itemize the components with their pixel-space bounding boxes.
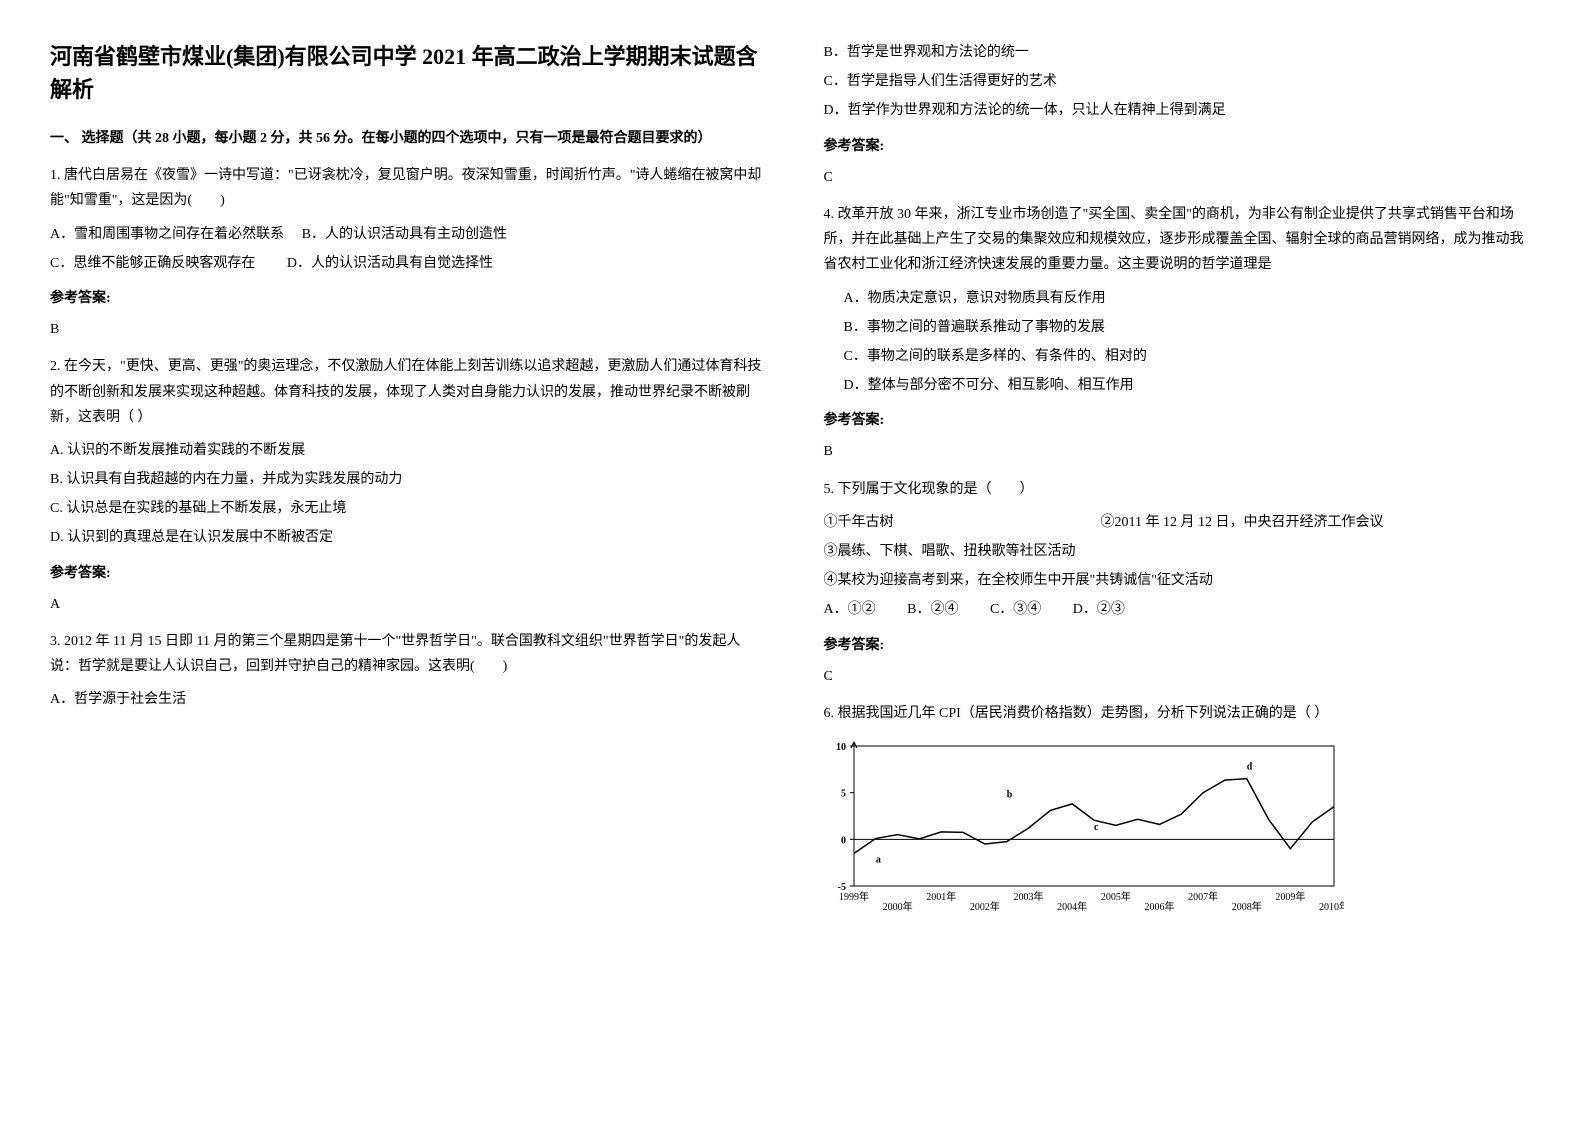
left-column: 河南省鹤壁市煤业(集团)有限公司中学 2021 年高二政治上学期期末试题含解析 … — [50, 40, 764, 935]
question-3: 3. 2012 年 11 月 15 日即 11 月的第三个星期四是第十一个"世界… — [50, 629, 764, 713]
question-3-text: 3. 2012 年 11 月 15 日即 11 月的第三个星期四是第十一个"世界… — [50, 629, 764, 679]
option-b: B. 认识具有自我超越的内在力量，并成为实践发展的动力 — [50, 467, 764, 492]
answer-label: 参考答案: — [824, 408, 1538, 433]
q5-item2: ②2011 年 12 月 12 日，中央召开经济工作会议 — [1101, 515, 1384, 530]
option-d: D. 认识到的真理总是在认识发展中不断被否定 — [50, 525, 764, 550]
answer-value: B — [50, 317, 764, 342]
question-1-text: 1. 唐代白居易在《夜雪》一诗中写道："已讶衾枕冷，复见窗户明。夜深知雪重，时闻… — [50, 163, 764, 213]
svg-text:0: 0 — [841, 835, 846, 846]
option-c: C．思维不能够正确反映客观存在 — [50, 256, 255, 271]
option-b: B．哲学是世界观和方法论的统一 — [824, 40, 1538, 65]
answer-value: A — [50, 592, 764, 617]
svg-text:10: 10 — [836, 742, 846, 753]
svg-text:5: 5 — [841, 789, 846, 800]
q5-item1: ①千年古树 — [824, 515, 894, 530]
question-4-text: 4. 改革开放 30 年来，浙江专业市场创造了"买全国、卖全国"的商机，为非公有… — [824, 202, 1538, 278]
svg-text:2002年: 2002年 — [969, 900, 999, 913]
option-d: D．整体与部分密不可分、相互影响、相互作用 — [844, 373, 1538, 398]
question-5: 5. 下列属于文化现象的是（ ） ①千年古树 ②2011 年 12 月 12 日… — [824, 477, 1538, 689]
answer-value: C — [824, 165, 1538, 190]
option-c: C．哲学是指导人们生活得更好的艺术 — [824, 69, 1538, 94]
option-c: C. 认识总是在实践的基础上不断发展，永无止境 — [50, 496, 764, 521]
svg-text:a: a — [875, 855, 880, 866]
section-1-header: 一、 选择题（共 28 小题，每小题 2 分，共 56 分。在每小题的四个选项中… — [50, 126, 764, 151]
svg-text:2000年: 2000年 — [882, 900, 912, 913]
svg-text:2003年: 2003年 — [1013, 890, 1043, 903]
svg-text:1999年: 1999年 — [839, 890, 869, 903]
q5-options: A．①② B．②④ C．③④ D．②③ — [824, 597, 1538, 622]
answer-value: C — [824, 664, 1538, 689]
question-1-option-ab: A．雪和周围事物之间存在着必然联系 B．人的认识活动具有主动创造性 — [50, 222, 764, 247]
svg-text:2001年: 2001年 — [926, 890, 956, 903]
right-column: B．哲学是世界观和方法论的统一 C．哲学是指导人们生活得更好的艺术 D．哲学作为… — [824, 40, 1538, 935]
svg-text:2004年: 2004年 — [1057, 900, 1087, 913]
question-5-text: 5. 下列属于文化现象的是（ ） — [824, 477, 1538, 502]
option-a: A．雪和周围事物之间存在着必然联系 — [50, 227, 284, 242]
option-a: A. 认识的不断发展推动着实践的不断发展 — [50, 438, 764, 463]
answer-label: 参考答案: — [50, 286, 764, 311]
svg-text:d: d — [1246, 761, 1252, 772]
question-6: 6. 根据我国近几年 CPI（居民消费价格指数）走势图，分析下列说法正确的是（ … — [824, 701, 1538, 925]
answer-label: 参考答案: — [824, 134, 1538, 159]
option-d: D．哲学作为世界观和方法论的统一体，只让人在精神上得到满足 — [824, 98, 1538, 123]
question-6-text: 6. 根据我国近几年 CPI（居民消费价格指数）走势图，分析下列说法正确的是（ … — [824, 701, 1538, 726]
option-a: A．哲学源于社会生活 — [50, 687, 764, 712]
answer-value: B — [824, 439, 1538, 464]
cpi-chart: -505101999年2000年2001年2002年2003年2004年2005… — [824, 736, 1538, 925]
question-1-option-cd: C．思维不能够正确反映客观存在 D．人的认识活动具有自觉选择性 — [50, 251, 764, 276]
svg-text:2007年: 2007年 — [1188, 890, 1218, 903]
option-a: A．物质决定意识，意识对物质具有反作用 — [844, 286, 1538, 311]
question-2: 2. 在今天，"更快、更高、更强"的奥运理念，不仅激励人们在体能上刻苦训练以追求… — [50, 354, 764, 617]
svg-text:2005年: 2005年 — [1100, 890, 1130, 903]
answer-label: 参考答案: — [824, 633, 1538, 658]
option-b: B．人的认识活动具有主动创造性 — [302, 227, 507, 242]
svg-text:2006年: 2006年 — [1144, 900, 1174, 913]
svg-text:c: c — [1094, 822, 1099, 833]
svg-text:2008年: 2008年 — [1231, 900, 1261, 913]
question-2-text: 2. 在今天，"更快、更高、更强"的奥运理念，不仅激励人们在体能上刻苦训练以追求… — [50, 354, 764, 430]
q5-items-12: ①千年古树 ②2011 年 12 月 12 日，中央召开经济工作会议 — [824, 510, 1538, 535]
document-title: 河南省鹤壁市煤业(集团)有限公司中学 2021 年高二政治上学期期末试题含解析 — [50, 40, 764, 106]
question-4: 4. 改革开放 30 年来，浙江专业市场创造了"买全国、卖全国"的商机，为非公有… — [824, 202, 1538, 465]
option-d: D．人的认识活动具有自觉选择性 — [287, 256, 493, 271]
cpi-chart-svg: -505101999年2000年2001年2002年2003年2004年2005… — [824, 736, 1344, 916]
svg-text:2010年: 2010年 — [1319, 900, 1344, 913]
svg-text:b: b — [1006, 789, 1012, 800]
question-1: 1. 唐代白居易在《夜雪》一诗中写道："已讶衾枕冷，复见窗户明。夜深知雪重，时闻… — [50, 163, 764, 342]
option-c: C．事物之间的联系是多样的、有条件的、相对的 — [844, 344, 1538, 369]
q5-item3: ③晨练、下棋、唱歌、扭秧歌等社区活动 — [824, 539, 1538, 564]
option-b: B．事物之间的普遍联系推动了事物的发展 — [844, 315, 1538, 340]
q5-item4: ④某校为迎接高考到来，在全校师生中开展"共铸诚信"征文活动 — [824, 568, 1538, 593]
answer-label: 参考答案: — [50, 561, 764, 586]
svg-text:2009年: 2009年 — [1275, 890, 1305, 903]
